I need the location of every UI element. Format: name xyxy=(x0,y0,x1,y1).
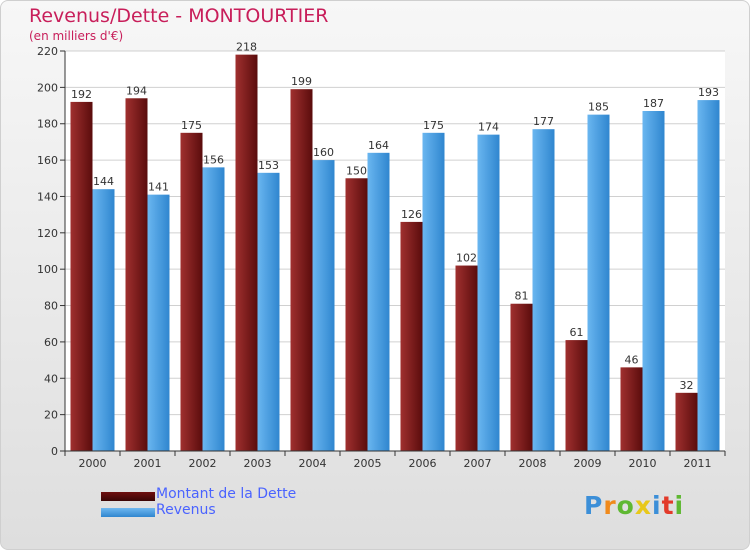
bar-revenus xyxy=(422,132,445,451)
bar-revenus xyxy=(312,160,335,451)
data-label-dette: 102 xyxy=(456,252,477,265)
data-label-dette: 46 xyxy=(625,353,639,366)
legend-swatch-revenus xyxy=(101,508,155,517)
data-label-dette: 199 xyxy=(291,75,312,88)
bar-dette xyxy=(565,340,588,451)
x-tick-label: 2004 xyxy=(299,457,327,470)
legend-swatch-dette xyxy=(101,492,155,501)
bar-revenus xyxy=(532,129,555,451)
data-label-dette: 218 xyxy=(236,41,257,54)
bar-dette xyxy=(620,367,643,451)
data-label-revenus: 177 xyxy=(533,115,554,128)
x-tick-label: 2008 xyxy=(519,457,547,470)
chart-title: Revenus/Dette - MONTOURTIER xyxy=(29,5,329,27)
data-label-dette: 32 xyxy=(680,379,694,392)
bar-revenus xyxy=(697,100,720,451)
x-tick-label: 2000 xyxy=(79,457,107,470)
y-tick-label: 140 xyxy=(37,190,58,203)
bar-dette xyxy=(510,303,533,451)
bar-revenus xyxy=(257,172,280,451)
data-label-dette: 81 xyxy=(515,290,529,303)
y-tick-label: 0 xyxy=(51,445,58,458)
logo-letter: i xyxy=(652,491,662,520)
logo-letter: o xyxy=(616,491,635,520)
x-tick-label: 2002 xyxy=(189,457,217,470)
bar-dette xyxy=(180,132,203,451)
bar-revenus xyxy=(477,134,500,452)
chart-subtitle: (en milliers d'€) xyxy=(29,29,124,43)
x-tick-label: 2010 xyxy=(629,457,657,470)
bar-revenus xyxy=(202,167,225,451)
bar-dette xyxy=(125,98,148,451)
data-label-revenus: 175 xyxy=(423,119,444,132)
y-tick-label: 220 xyxy=(37,45,58,58)
plot-area xyxy=(65,51,725,451)
data-label-revenus: 174 xyxy=(478,121,499,134)
x-tick-label: 2003 xyxy=(244,457,272,470)
y-tick-label: 80 xyxy=(44,300,58,313)
y-tick-label: 180 xyxy=(37,118,58,131)
legend-label-dette: Montant de la Dette xyxy=(156,486,297,502)
data-label-revenus: 156 xyxy=(203,153,224,166)
logo-letter: r xyxy=(603,491,617,520)
bar-revenus xyxy=(367,152,390,451)
data-label-revenus: 193 xyxy=(698,86,719,99)
x-tick-label: 2006 xyxy=(409,457,437,470)
y-tick-label: 120 xyxy=(37,227,58,240)
data-label-revenus: 144 xyxy=(93,175,114,188)
data-label-revenus: 141 xyxy=(148,181,169,194)
logo-letter: x xyxy=(634,491,652,520)
x-tick-label: 2001 xyxy=(134,457,162,470)
bar-dette xyxy=(455,265,478,451)
y-tick-label: 60 xyxy=(44,336,58,349)
logo-letter: t xyxy=(661,491,675,520)
bar-revenus xyxy=(92,189,115,451)
data-label-revenus: 160 xyxy=(313,146,334,159)
data-label-dette: 126 xyxy=(401,208,422,221)
data-label-revenus: 185 xyxy=(588,101,609,114)
bar-dette xyxy=(345,178,368,452)
x-tick-label: 2009 xyxy=(574,457,602,470)
x-tick-label: 2005 xyxy=(354,457,382,470)
data-label-revenus: 153 xyxy=(258,159,279,172)
logo-letter: i xyxy=(674,491,685,520)
data-label-dette: 192 xyxy=(71,88,92,101)
bar-dette xyxy=(400,221,423,451)
y-tick-label: 200 xyxy=(37,81,58,94)
bar-revenus xyxy=(147,194,170,452)
bar-dette xyxy=(675,392,698,451)
y-tick-label: 160 xyxy=(37,154,58,167)
bar-dette xyxy=(235,54,258,452)
y-tick-label: 100 xyxy=(37,263,58,276)
bar-dette xyxy=(290,89,313,451)
data-label-revenus: 187 xyxy=(643,97,664,110)
x-tick-label: 2011 xyxy=(684,457,712,470)
bar-revenus xyxy=(587,114,610,452)
data-label-dette: 150 xyxy=(346,164,367,177)
logo-letter: P xyxy=(584,491,604,520)
y-tick-label: 40 xyxy=(44,372,58,385)
data-label-dette: 175 xyxy=(181,119,202,132)
bar-dette xyxy=(70,101,93,451)
bar-revenus xyxy=(642,111,665,451)
data-label-dette: 61 xyxy=(570,326,584,339)
data-label-revenus: 164 xyxy=(368,139,389,152)
legend-label-revenus: Revenus xyxy=(156,502,216,518)
data-label-dette: 194 xyxy=(126,84,147,97)
x-tick-label: 2007 xyxy=(464,457,492,470)
proxiti-logo: Proxiti xyxy=(584,491,684,520)
y-tick-label: 20 xyxy=(44,409,58,422)
